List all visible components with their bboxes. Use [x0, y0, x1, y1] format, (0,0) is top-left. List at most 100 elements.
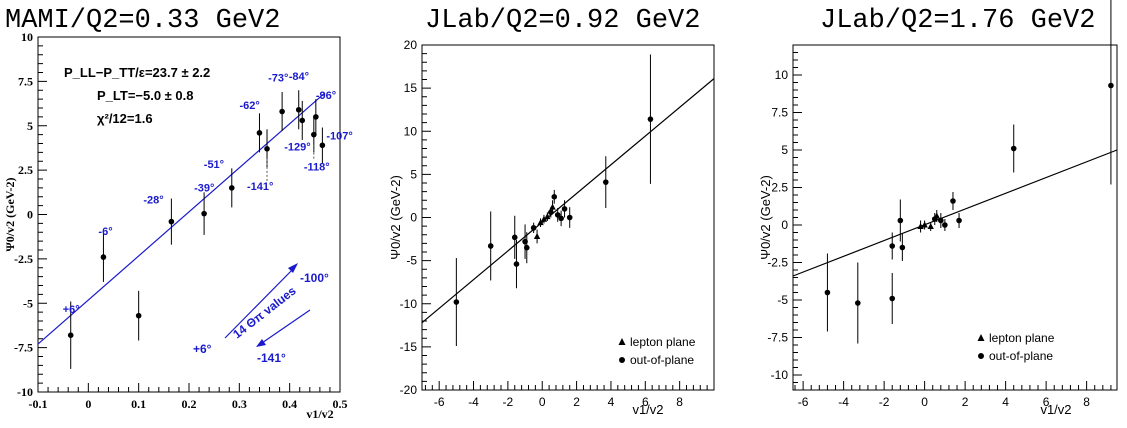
- data-point: [295, 106, 302, 113]
- y-axis-label: Ψ0/v2 (GeV-2): [758, 175, 773, 260]
- data-point-triangle: [533, 232, 541, 239]
- panel-jlab-176: JLab/Q2=1.76 GeV2 -6 -4 -2 0 2 4 6 8 -10 -7.5 -5 -2.…: [758, 0, 1118, 417]
- y-tick-label: 10: [775, 68, 789, 82]
- data-point: [256, 130, 263, 136]
- y-tick-label: 2.5: [18, 163, 33, 177]
- y-tick-label: 2.5: [771, 181, 788, 195]
- data-point: [561, 206, 568, 212]
- y-tick-label: 15: [404, 81, 418, 95]
- y-tick-label: 10: [404, 124, 418, 138]
- data-point: [523, 244, 530, 251]
- y-axis-label: Ψ0/v2 (GeV-2): [3, 177, 17, 251]
- angle-label: -84°: [289, 71, 309, 83]
- data-point: [938, 217, 944, 224]
- x-tick-label: 6: [642, 395, 649, 409]
- arrow-up-head: [288, 263, 298, 273]
- y-tick-label: 10: [21, 30, 33, 44]
- data-point: [511, 234, 518, 241]
- y-tick-label: -15: [400, 340, 418, 354]
- data-point: [313, 114, 319, 120]
- x-tick-label: 2: [962, 395, 969, 409]
- arrow-down-head: [256, 339, 266, 347]
- arrow-up: [224, 265, 297, 339]
- x-tick-label: -0.1: [29, 397, 48, 411]
- data-point: [647, 116, 654, 122]
- fit-line: [792, 149, 1118, 277]
- fit-annotation-chi2: χ²/12=1.6: [97, 111, 153, 126]
- legend-marker-circle: [978, 353, 984, 359]
- y-tick-label: 7.5: [18, 74, 33, 88]
- angle-label: -28°: [143, 195, 163, 207]
- y-tick-label: -2.5: [767, 256, 788, 270]
- x-tick-label: -4: [838, 395, 849, 409]
- angle-label: -62°: [239, 100, 259, 112]
- data-point: [1108, 82, 1114, 89]
- data-point: [889, 243, 896, 249]
- data-point: [897, 217, 904, 224]
- x-tick-label: 0.1: [131, 397, 146, 411]
- angle-label: -141°: [247, 181, 273, 193]
- x-tick-label: 8: [1083, 395, 1090, 409]
- data-point: [135, 312, 142, 319]
- x-tick-label: -6: [798, 395, 809, 409]
- y-tick-label: -5: [406, 254, 417, 268]
- data-point: [279, 108, 285, 115]
- x-tick-label: 0: [921, 395, 928, 409]
- arrow-label-start: +6°: [193, 342, 212, 356]
- plot-frame: [792, 44, 1118, 391]
- y-tick-label: 5: [781, 143, 788, 157]
- angle-label: -118°: [304, 162, 330, 174]
- data-point: [319, 142, 326, 149]
- y-tick-label: -7.5: [767, 331, 788, 345]
- legend-entry: out-of-plane: [630, 353, 694, 367]
- data-point: [299, 117, 306, 124]
- arrow-label-low: -141°: [257, 351, 286, 365]
- chart-title: MAMI/Q2=0.33 GeV2: [5, 6, 280, 36]
- y-tick-label: 20: [404, 38, 418, 52]
- angle-label: +6°: [63, 304, 80, 316]
- data-point: [950, 198, 956, 204]
- y-tick-label: -5: [777, 293, 788, 307]
- legend-marker-triangle: [977, 334, 985, 341]
- data-point: [956, 217, 962, 224]
- x-tick-label: -2: [503, 395, 514, 409]
- angle-label: -6°: [98, 226, 112, 238]
- x-tick-label: 4: [608, 395, 615, 409]
- data-point-triangle: [540, 215, 548, 222]
- x-tick-label: 0.3: [232, 397, 247, 411]
- data-point-triangle: [921, 221, 928, 228]
- angle-label: -129°: [284, 141, 310, 153]
- data-point: [566, 214, 573, 221]
- x-tick-label: 6: [1043, 395, 1050, 409]
- arrow-label-end: -100°: [300, 271, 329, 285]
- panel-mami: MAMI/Q2=0.33 GeV2 -0.1 0 0.1 0.2 0.3 0.4 0.5 -10…: [3, 6, 353, 421]
- data-point-triangle: [549, 203, 556, 210]
- data-point: [551, 194, 558, 200]
- fit-annotation-pll: P_LL−P_TT/ε=23.7 ± 2.2: [64, 65, 210, 80]
- data-point-triangle: [537, 219, 544, 226]
- data-point: [168, 218, 175, 225]
- data-point: [558, 215, 564, 222]
- data-point: [311, 131, 317, 138]
- data-point: [602, 179, 609, 185]
- legend-marker-triangle: [618, 338, 626, 345]
- data-point: [554, 212, 561, 218]
- data-point: [889, 295, 896, 302]
- x-tick-label: 0.4: [282, 397, 297, 411]
- fit-annotation-plt: P_LT=−5.0 ± 0.8: [97, 88, 194, 103]
- y-tick-label: -2.5: [14, 252, 33, 266]
- fit-line: [37, 92, 326, 345]
- x-tick-label: 0: [539, 395, 546, 409]
- y-tick-label: -7.5: [14, 341, 33, 355]
- x-tick-label: 0.2: [182, 397, 197, 411]
- y-tick-label: 0: [781, 218, 788, 232]
- x-axis-label: v1/v2: [1040, 402, 1071, 417]
- data-point: [487, 243, 494, 249]
- y-tick-label: 0: [27, 208, 33, 222]
- arrow-caption: 14 Θπ values: [230, 283, 299, 341]
- data-point: [855, 300, 861, 306]
- data-point: [67, 332, 74, 339]
- data-point-triangle: [927, 223, 934, 229]
- data-point-triangle: [933, 212, 940, 219]
